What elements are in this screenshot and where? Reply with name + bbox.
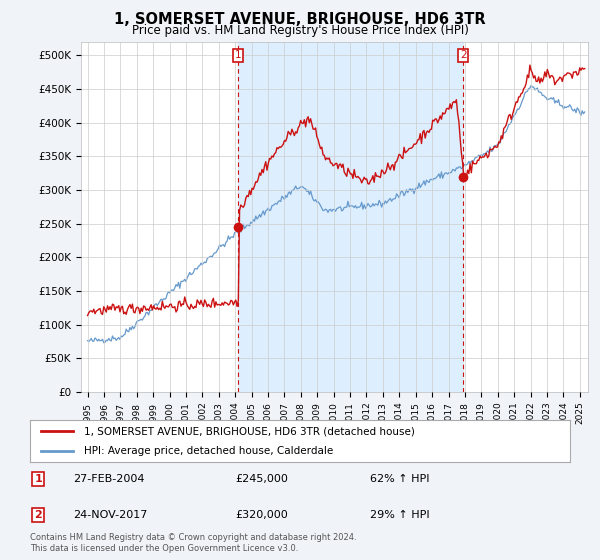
Text: 27-FEB-2004: 27-FEB-2004: [73, 474, 145, 484]
Text: HPI: Average price, detached house, Calderdale: HPI: Average price, detached house, Cald…: [84, 446, 333, 456]
Text: 24-NOV-2017: 24-NOV-2017: [73, 510, 148, 520]
Text: £245,000: £245,000: [235, 474, 288, 484]
Bar: [238, 42, 463, 392]
Text: Price paid vs. HM Land Registry's House Price Index (HPI): Price paid vs. HM Land Registry's House …: [131, 24, 469, 36]
Text: 1, SOMERSET AVENUE, BRIGHOUSE, HD6 3TR (detached house): 1, SOMERSET AVENUE, BRIGHOUSE, HD6 3TR (…: [84, 426, 415, 436]
Text: Contains HM Land Registry data © Crown copyright and database right 2024.
This d: Contains HM Land Registry data © Crown c…: [30, 533, 356, 553]
Text: 1: 1: [235, 50, 241, 60]
Text: 1, SOMERSET AVENUE, BRIGHOUSE, HD6 3TR: 1, SOMERSET AVENUE, BRIGHOUSE, HD6 3TR: [114, 12, 486, 27]
Text: £320,000: £320,000: [235, 510, 288, 520]
Text: 2: 2: [460, 50, 467, 60]
Text: 62% ↑ HPI: 62% ↑ HPI: [370, 474, 430, 484]
Text: 2: 2: [34, 510, 42, 520]
Text: 1: 1: [34, 474, 42, 484]
Text: 29% ↑ HPI: 29% ↑ HPI: [370, 510, 430, 520]
